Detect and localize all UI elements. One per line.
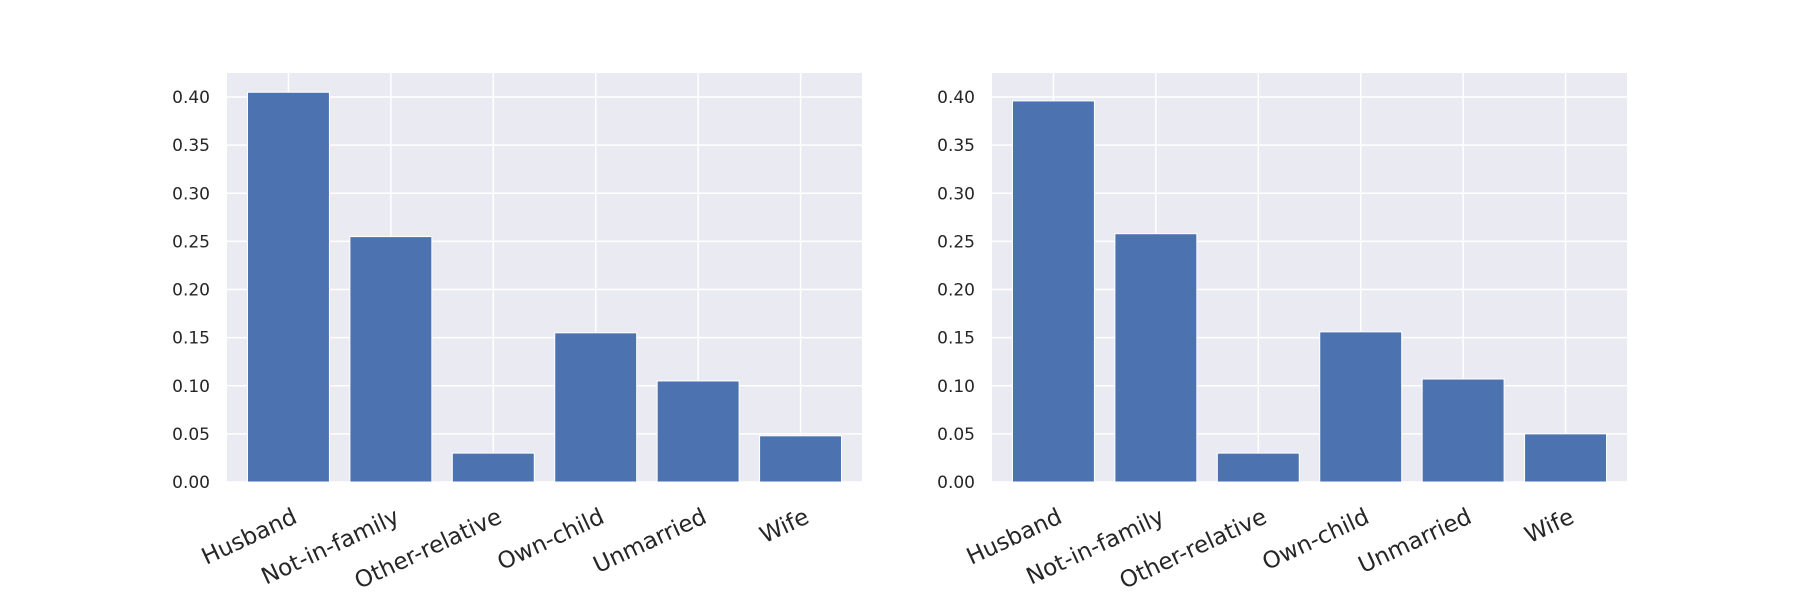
bar-not-in-family — [1114, 233, 1198, 483]
bar-own-child — [1319, 331, 1403, 483]
y-tick-label: 0.40 — [937, 88, 975, 108]
bar-wife — [759, 435, 843, 483]
y-tick-label: 0.40 — [172, 88, 210, 108]
x-tick-label: Own-child — [1259, 504, 1374, 576]
x-tick-label: Unmarried — [590, 504, 711, 579]
y-tick-label: 0.15 — [172, 329, 210, 349]
bar-other-relative — [1216, 452, 1300, 483]
y-tick-label: 0.20 — [937, 281, 975, 301]
plot-area — [992, 73, 1627, 482]
bar-own-child — [554, 332, 638, 483]
bar-unmarried — [1421, 378, 1505, 483]
y-tick-label: 0.10 — [937, 377, 975, 397]
plot-area — [227, 73, 862, 482]
y-tick-label: 0.10 — [172, 377, 210, 397]
x-tick-label: Wife — [1521, 504, 1578, 549]
bar-chart-1: 0.000.050.100.150.200.250.300.350.40Husb… — [172, 73, 862, 595]
x-tick-label: Unmarried — [1355, 504, 1476, 579]
y-tick-label: 0.15 — [937, 329, 975, 349]
y-tick-label: 0.35 — [937, 136, 975, 156]
y-tick-label: 0.25 — [172, 232, 210, 252]
y-tick-label: 0.25 — [937, 232, 975, 252]
y-tick-label: 0.35 — [172, 136, 210, 156]
y-tick-label: 0.05 — [937, 425, 975, 445]
y-tick-label: 0.20 — [172, 281, 210, 301]
bar-other-relative — [451, 452, 535, 483]
y-tick-label: 0.00 — [937, 473, 975, 493]
bar-chart-2: 0.000.050.100.150.200.250.300.350.40Husb… — [937, 73, 1627, 595]
x-tick-label: Wife — [756, 504, 813, 549]
bar-husband — [1011, 100, 1095, 483]
y-tick-label: 0.30 — [172, 184, 210, 204]
y-tick-label: 0.30 — [937, 184, 975, 204]
bar-husband — [246, 91, 330, 483]
bar-unmarried — [656, 380, 740, 483]
y-tick-label: 0.00 — [172, 473, 210, 493]
bar-not-in-family — [349, 236, 433, 483]
y-tick-label: 0.05 — [172, 425, 210, 445]
x-tick-label: Own-child — [494, 504, 609, 576]
bar-wife — [1524, 433, 1608, 483]
